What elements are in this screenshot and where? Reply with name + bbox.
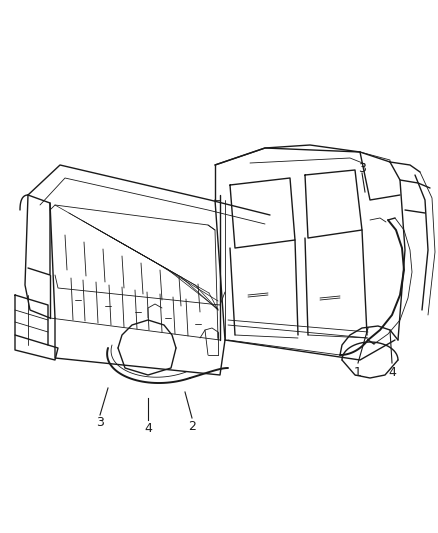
Text: 3: 3 <box>358 161 366 174</box>
Text: 4: 4 <box>144 422 152 434</box>
Text: 2: 2 <box>188 419 196 432</box>
Text: 1: 1 <box>354 366 362 378</box>
Text: 3: 3 <box>96 416 104 429</box>
Text: 4: 4 <box>388 366 396 378</box>
